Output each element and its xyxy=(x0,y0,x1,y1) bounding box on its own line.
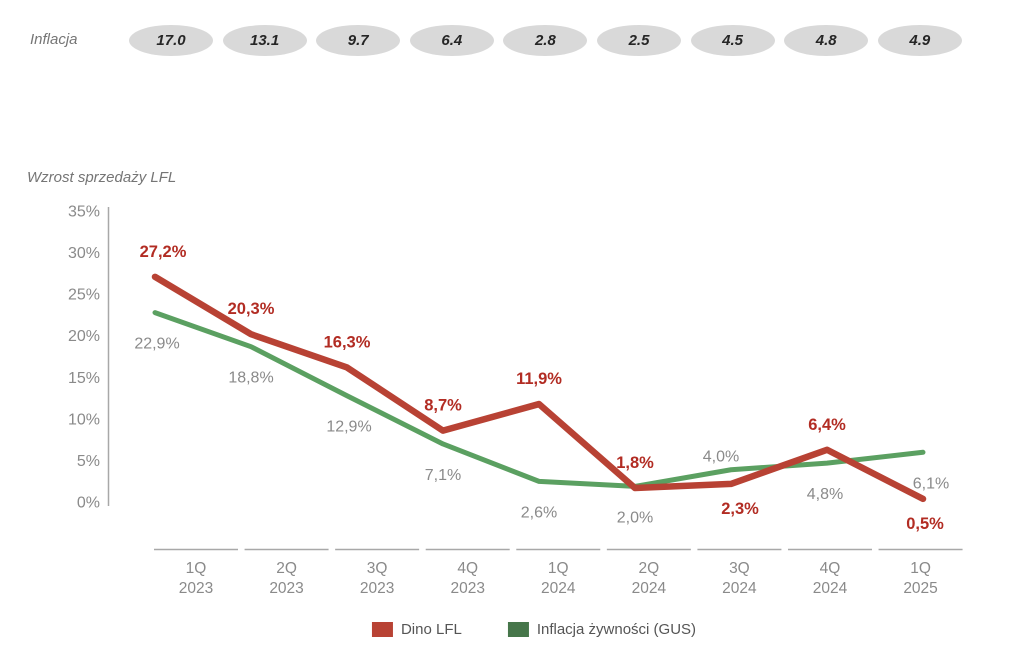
cpi-inflation-badge: 2.8 xyxy=(503,25,588,56)
legend-item-inflacja-zywnosci: Inflacja żywności (GUS) xyxy=(507,621,697,638)
y-axis-tick-label: 20% xyxy=(68,328,100,345)
gus-value-label: 22,9% xyxy=(134,336,179,353)
y-axis-tick-label: 5% xyxy=(77,453,100,470)
legend-item-dino-lfl: Dino LFL xyxy=(371,621,462,638)
chart-title: Wzrost sprzedaży LFL xyxy=(27,169,177,186)
x-axis-label: 4Q 2024 xyxy=(813,560,848,597)
dino-lfl-swatch-icon xyxy=(371,622,393,637)
cpi-inflation-badge: 9.7 xyxy=(316,25,401,56)
dino-lfl-line xyxy=(151,273,927,503)
dino-lfl-value-label: 1,8% xyxy=(616,454,654,472)
dino-lfl-value-label: 8,7% xyxy=(424,397,462,415)
dino-lfl-value-label: 0,5% xyxy=(906,515,944,533)
dino-lfl-value-label: 6,4% xyxy=(808,416,846,434)
x-axis-label: 1Q 2025 xyxy=(903,560,937,597)
gus-value-label: 7,1% xyxy=(425,467,461,484)
dino-lfl-value-label: 11,9% xyxy=(516,370,562,388)
gus-value-label: 4,0% xyxy=(703,449,739,466)
chart-legend: Dino LFL Inflacja żywności (GUS) xyxy=(371,621,697,638)
gus-value-label: 6,1% xyxy=(913,475,949,492)
legend-label-dino-lfl: Dino LFL xyxy=(400,621,462,638)
x-axis-label: 3Q 2023 xyxy=(360,560,394,597)
x-axis-label: 2Q 2024 xyxy=(632,560,667,597)
cpi-inflation-badge: 4.5 xyxy=(690,25,775,56)
y-axis-tick-label: 35% xyxy=(68,204,100,221)
gus-value-label: 18,8% xyxy=(228,370,273,387)
cpi-inflation-badge: 4.9 xyxy=(877,25,962,56)
dino-lfl-value-label: 16,3% xyxy=(324,333,371,351)
x-axis-label: 2Q 2023 xyxy=(269,560,303,597)
cpi-inflation-badge: 6.4 xyxy=(409,25,494,56)
cpi-inflation-badge: 2.5 xyxy=(597,25,681,56)
gus-value-label: 12,9% xyxy=(326,419,371,436)
inflation-row-label: Inflacja xyxy=(30,31,78,48)
gus-value-label: 4,8% xyxy=(807,486,843,503)
inflacja-zywnosci-swatch-icon xyxy=(507,622,529,637)
legend-label-inflacja-zywnosci: Inflacja żywności (GUS) xyxy=(536,621,697,638)
x-axis-label: 1Q 2023 xyxy=(179,560,213,597)
dino-lfl-value-label: 27,2% xyxy=(140,243,187,261)
cpi-inflation-badge: 17.0 xyxy=(129,25,213,56)
y-axis-tick-label: 10% xyxy=(68,411,100,428)
dino-lfl-value-label: 20,3% xyxy=(228,300,275,318)
dino-lfl-value-label: 2,3% xyxy=(721,500,759,518)
y-axis-tick-label: 0% xyxy=(77,494,100,511)
x-axis-label: 1Q 2024 xyxy=(541,560,576,597)
y-axis-tick-label: 15% xyxy=(68,370,100,387)
y-axis-tick-label: 30% xyxy=(68,245,100,262)
cpi-inflation-badge: 4.8 xyxy=(784,25,869,56)
y-axis-tick-label: 25% xyxy=(68,287,100,304)
gus-value-label: 2,0% xyxy=(617,509,653,526)
cpi-inflation-badge: 13.1 xyxy=(222,25,307,56)
inflacja-zywnosci-line xyxy=(152,310,926,489)
x-axis-label: 4Q 2023 xyxy=(450,560,484,597)
gus-value-label: 2,6% xyxy=(521,504,557,521)
x-axis-label: 3Q 2024 xyxy=(722,560,757,597)
